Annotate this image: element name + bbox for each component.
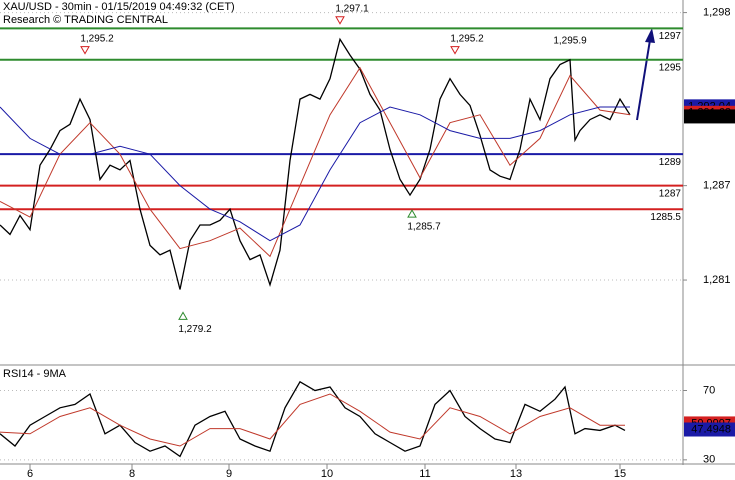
- low-marker: [178, 311, 188, 320]
- price-tag-label: 47.4948: [691, 423, 731, 435]
- y-tick-label: 1,287: [703, 180, 731, 192]
- low-marker: [407, 209, 417, 218]
- y-tick-label: 30: [703, 454, 715, 466]
- x-tick-label: 11: [419, 468, 430, 480]
- annotation-label: 1,295.2: [80, 33, 114, 44]
- annotation-label: 1,295.2: [450, 33, 484, 44]
- price-tag-label: 1,291.4: [694, 110, 731, 122]
- annotation-label: 1,295.9: [553, 35, 587, 46]
- level-label: 1289: [659, 157, 682, 168]
- annotation-label: 1,297.1: [335, 3, 369, 14]
- series-line: [0, 393, 625, 447]
- series-line: [0, 380, 626, 458]
- y-tick-label: 1,298: [703, 6, 731, 18]
- series-line: [0, 37, 631, 290]
- x-tick-label: 8: [129, 468, 135, 480]
- forecast-arrow-head: [645, 28, 655, 43]
- annotation-label: 1,285.7: [407, 222, 441, 233]
- level-label: 1285.5: [650, 212, 681, 223]
- level-label: 1297: [659, 31, 682, 42]
- price-tag: [684, 422, 735, 437]
- high-marker: [80, 46, 90, 55]
- level-label: 1287: [659, 188, 682, 199]
- chart-title: XAU/USD - 30min - 01/15/2019 04:49:32 (C…: [3, 1, 235, 13]
- high-marker: [450, 46, 460, 55]
- y-tick-label: 70: [703, 384, 715, 396]
- price-tag: [684, 109, 735, 124]
- series-line: [0, 106, 630, 242]
- panel-title: RSI14 - 9MA: [3, 368, 67, 380]
- annotation-label: 1,279.2: [178, 324, 212, 335]
- y-tick-label: 1,281: [703, 274, 731, 286]
- x-tick-label: 10: [321, 468, 333, 480]
- series-line: [0, 66, 631, 258]
- x-tick-label: 13: [510, 468, 522, 480]
- x-tick-label: 9: [226, 468, 232, 480]
- forecast-arrow: [636, 39, 651, 121]
- x-tick-label: 6: [27, 468, 33, 480]
- high-marker: [335, 16, 345, 25]
- x-tick-label: 15: [614, 468, 626, 480]
- chart-subtitle: Research © TRADING CENTRAL: [3, 14, 168, 26]
- level-label: 1295: [659, 62, 682, 73]
